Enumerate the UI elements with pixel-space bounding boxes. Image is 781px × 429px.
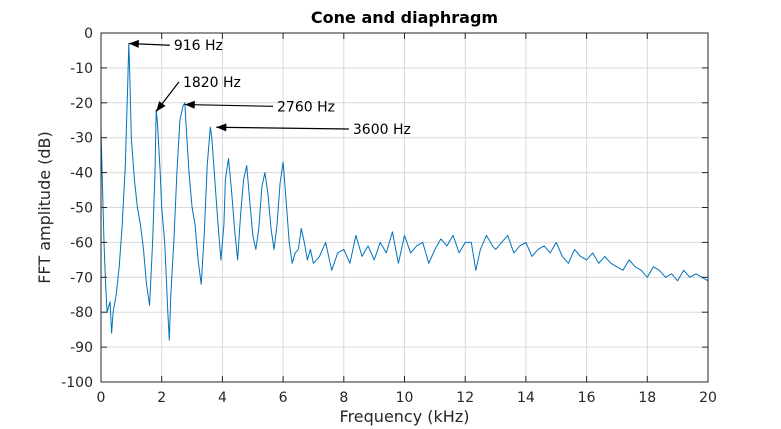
x-tick-label: 16 (578, 390, 596, 406)
x-tick-label: 6 (279, 390, 288, 406)
y-tick-label: -70 (70, 270, 93, 286)
x-tick-label: 8 (339, 390, 348, 406)
y-tick-label: -80 (70, 305, 93, 321)
x-tick-label: 18 (638, 390, 656, 406)
x-tick-label: 2 (157, 390, 166, 406)
y-tick-label: -50 (70, 201, 93, 217)
x-tick-label: 0 (97, 390, 106, 406)
annotation-arrow (184, 103, 274, 107)
y-axis-label: FFT amplitude (dB) (35, 131, 54, 284)
x-axis-label: Frequency (kHz) (340, 407, 470, 426)
y-tick-label: -20 (70, 96, 93, 112)
x-tick-label: 10 (396, 390, 414, 406)
x-tick-label: 12 (456, 390, 474, 406)
annotation-label: 916 Hz (174, 38, 223, 54)
chart-title: Cone and diaphragm (311, 8, 498, 27)
annotation-arrowhead (184, 100, 195, 109)
y-tick-label: -60 (70, 235, 93, 251)
y-tick-label: -30 (70, 131, 93, 147)
x-tick-label: 4 (218, 390, 227, 406)
y-tick-label: -10 (70, 61, 93, 77)
y-tick-label: -90 (70, 340, 93, 356)
annotation-label: 1820 Hz (183, 75, 241, 91)
annotation-label: 2760 Hz (277, 99, 335, 115)
annotations: 916 Hz 1820 Hz 2760 Hz 3600 Hz (128, 38, 411, 138)
plot-area (100, 43, 709, 341)
annotation-label: 3600 Hz (353, 122, 411, 138)
spectrum-line (100, 43, 709, 341)
y-tick-label: 0 (84, 26, 93, 42)
ticks: 0 2 4 6 8 10 12 14 16 18 20 0 -10 -20 -30 -40 -50 -60 -70 -… (61, 26, 717, 406)
annotation-arrowhead (156, 101, 166, 112)
x-tick-label: 20 (699, 390, 717, 406)
annotation-arrowhead (128, 39, 139, 48)
y-tick-label: -100 (61, 375, 93, 391)
x-tick-label: 14 (517, 390, 535, 406)
y-tick-label: -40 (70, 166, 93, 182)
annotation-arrowhead (216, 123, 227, 132)
annotation-arrow (216, 126, 349, 130)
